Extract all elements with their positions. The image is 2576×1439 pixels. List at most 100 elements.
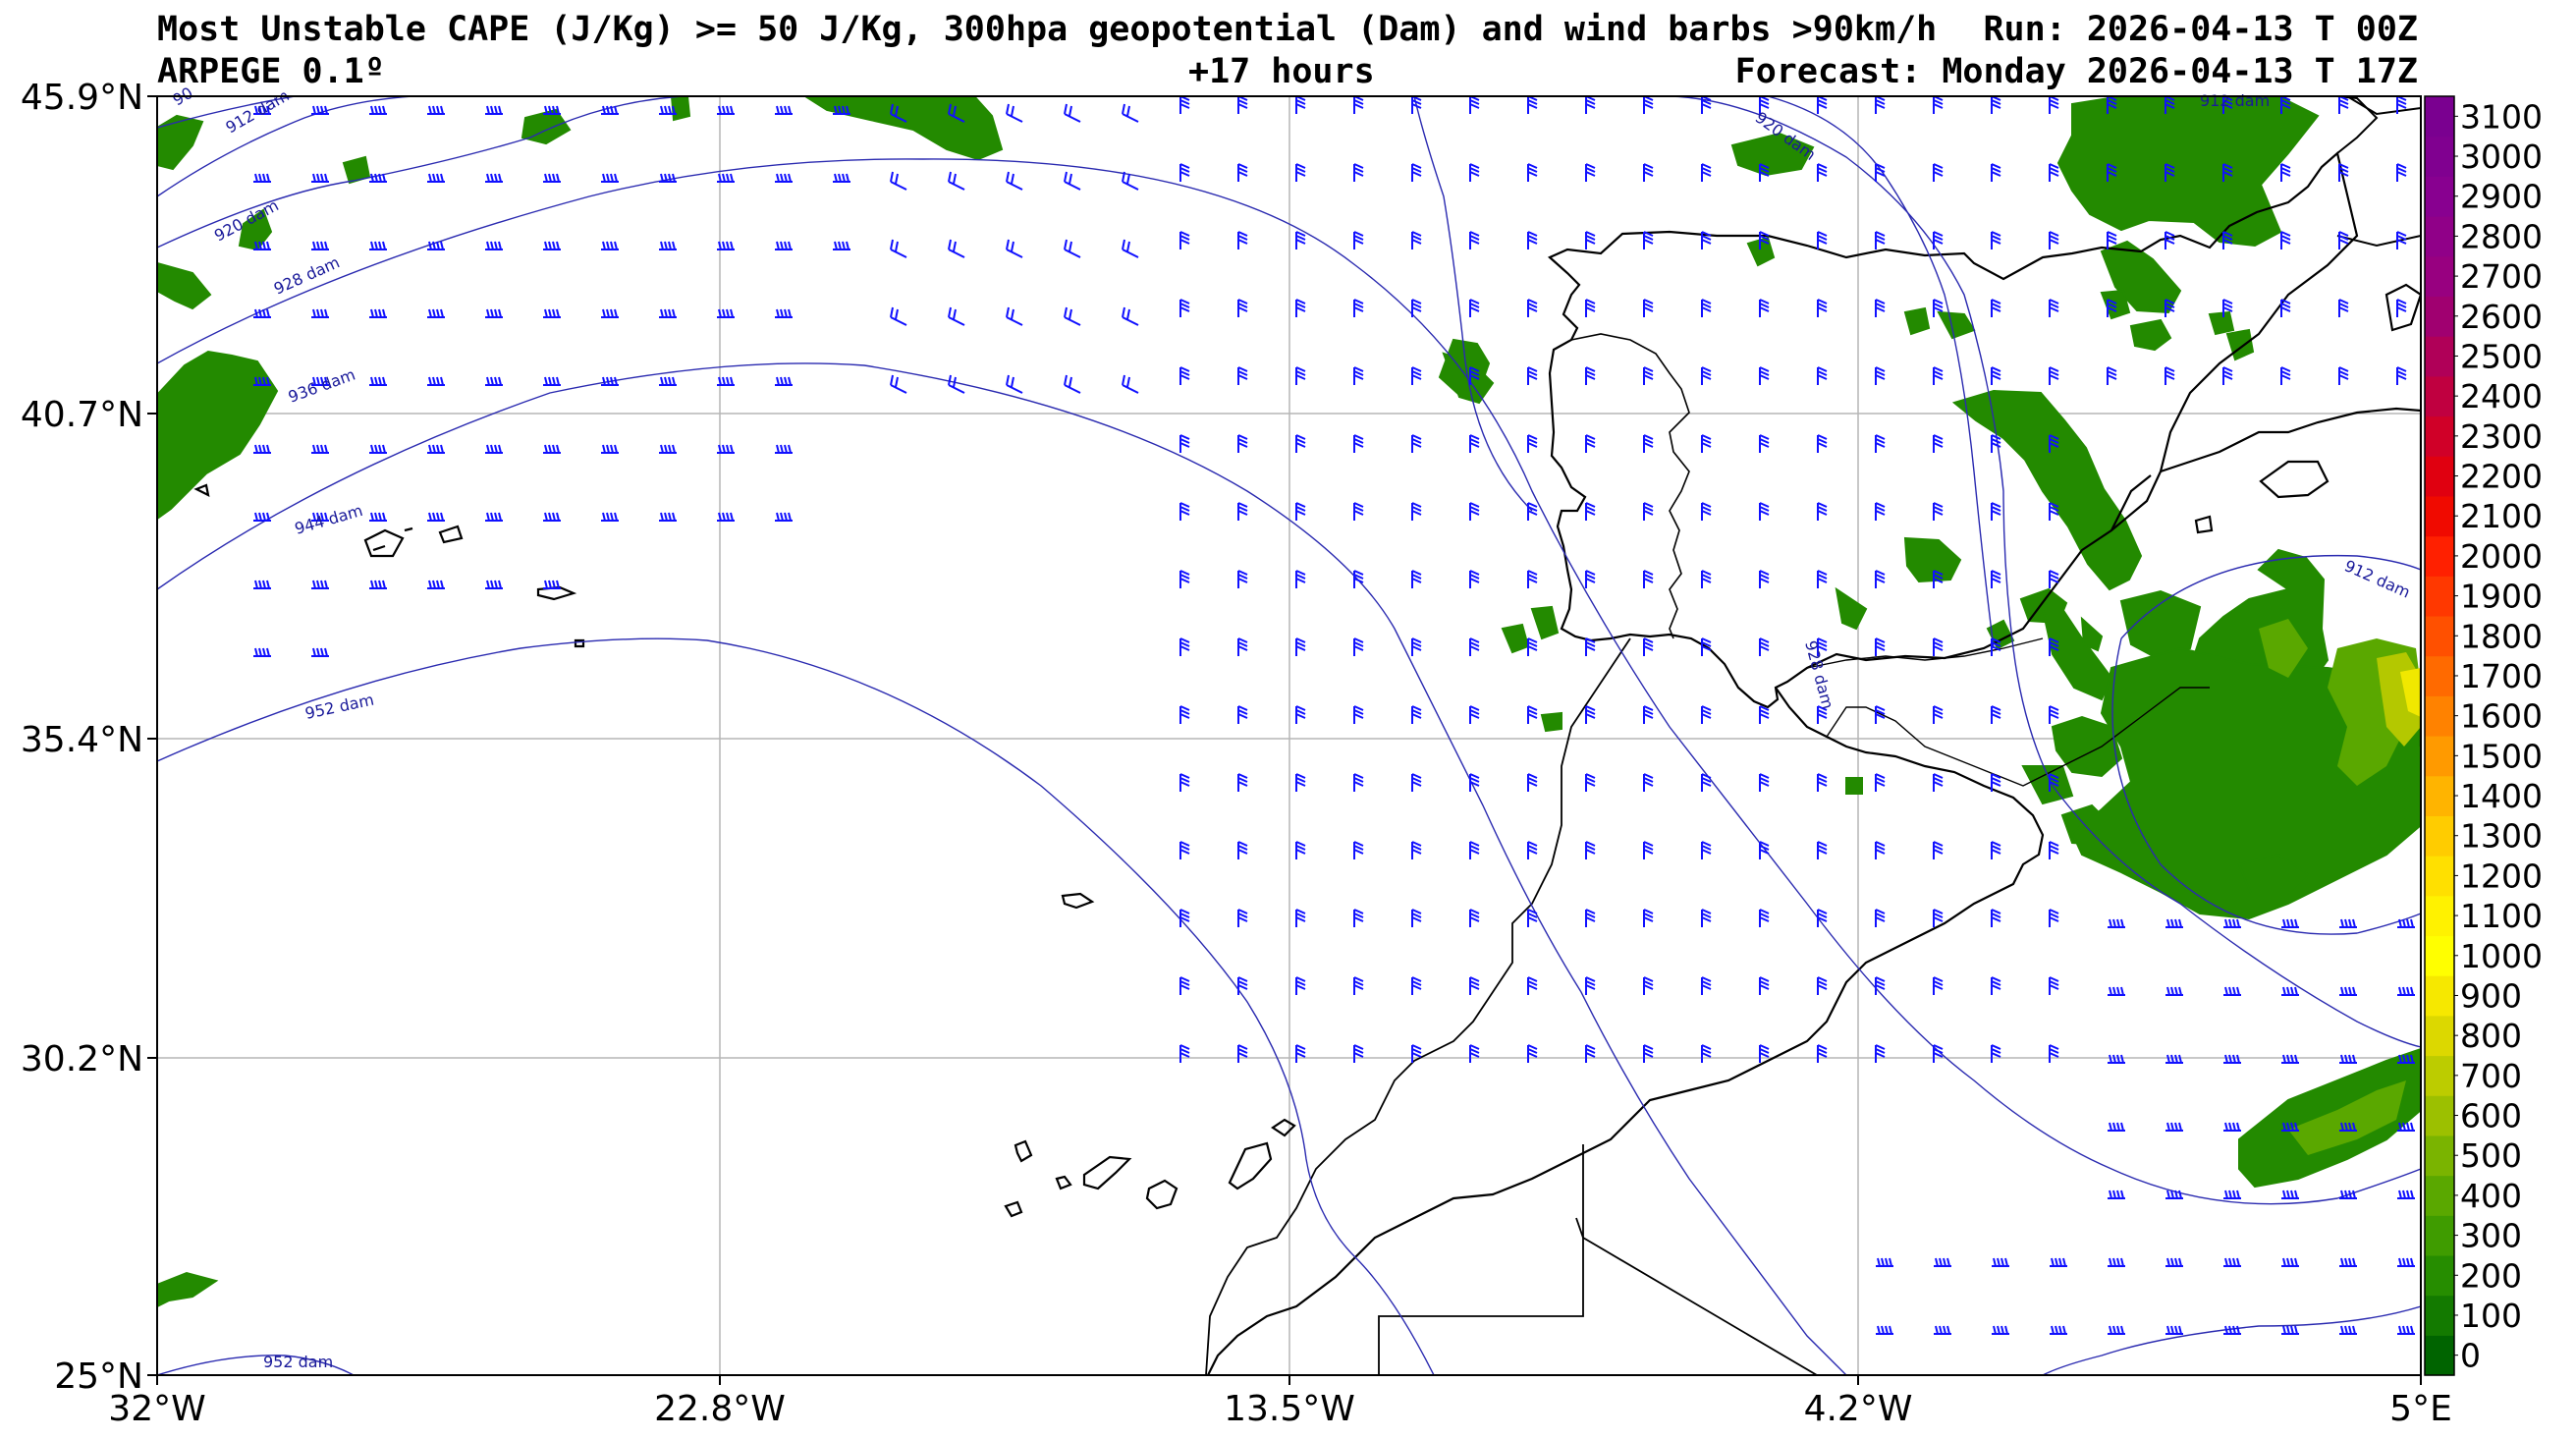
wind-barb <box>253 647 271 657</box>
colorbar-swatch <box>2425 1335 2454 1376</box>
run-time: Run: 2026-04-13 T 00Z <box>1983 10 2418 49</box>
lon-tick-label: 13.5°W <box>1224 1389 1355 1429</box>
wind-barb <box>1933 366 1944 385</box>
wind-barb <box>1876 1325 1893 1335</box>
wind-barb <box>1353 1044 1364 1063</box>
wind-barb <box>485 105 503 115</box>
wind-barb <box>1237 366 1248 385</box>
wind-barb <box>1527 434 1538 453</box>
model-name: ARPEGE 0.1º <box>157 52 385 91</box>
wind-barb <box>2338 163 2349 182</box>
wind-barb <box>890 103 907 123</box>
colorbar-swatch <box>2425 815 2454 857</box>
wind-barb <box>2050 1257 2067 1267</box>
wind-barb <box>1353 96 1364 114</box>
colorbar: 0100200300400500600700800900100011001200… <box>2424 95 2543 1376</box>
wind-barb <box>1469 637 1480 656</box>
wind-barb <box>775 376 793 386</box>
wind-barb <box>1934 1257 1951 1267</box>
wind-barb <box>2108 1190 2125 1199</box>
wind-barb <box>1411 909 1422 927</box>
wind-barb <box>833 241 850 250</box>
wind-barb <box>601 105 619 115</box>
wind-barb <box>1585 570 1596 588</box>
wind-barb <box>1295 231 1306 249</box>
wind-barb <box>2049 231 2059 249</box>
wind-barb <box>1991 909 2001 927</box>
wind-barb <box>1875 1044 1886 1063</box>
wind-barb <box>1411 434 1422 453</box>
wind-barb <box>2396 299 2407 317</box>
wind-barb <box>1064 103 1081 123</box>
colorbar-tick-label: 100 <box>2460 1297 2522 1335</box>
colorbar-swatch <box>2425 1055 2454 1096</box>
geopotential-contours <box>157 96 2421 1375</box>
wind-barb <box>1353 570 1364 588</box>
wind-barb <box>890 306 907 326</box>
wind-barb <box>427 512 445 522</box>
wind-barb <box>1643 570 1654 588</box>
wind-barb <box>1933 163 1944 182</box>
colorbar-tick-label: 2000 <box>2460 537 2543 576</box>
wind-barb <box>253 105 271 115</box>
wind-barb <box>1759 976 1770 995</box>
wind-barb <box>2108 1257 2125 1267</box>
wind-barb <box>1759 96 1770 114</box>
wind-barb <box>1237 502 1248 521</box>
wind-barb <box>1585 434 1596 453</box>
wind-barb <box>1817 773 1828 792</box>
wind-barb <box>1469 434 1480 453</box>
wind-barb <box>2281 1325 2299 1335</box>
wind-barb <box>1411 96 1422 114</box>
wind-barb <box>659 308 677 318</box>
wind-barb <box>2165 231 2175 249</box>
wind-barb <box>2222 96 2233 114</box>
wind-barb <box>1295 637 1306 656</box>
wind-barb <box>1527 299 1538 317</box>
wind-barb <box>485 308 503 318</box>
wind-barb <box>1991 299 2001 317</box>
colorbar-frame <box>2424 95 2455 1376</box>
wind-barb <box>1411 705 1422 724</box>
colorbar-swatch <box>2425 456 2454 497</box>
lat-tick-label: 25°N <box>54 1356 143 1397</box>
wind-barb <box>2222 299 2233 317</box>
colorbar-swatch <box>2425 975 2454 1017</box>
wind-barb <box>1875 909 1886 927</box>
lon-tick-label: 5°E <box>2389 1389 2452 1429</box>
wind-barb <box>1237 705 1248 724</box>
wind-barb <box>485 512 503 522</box>
lon-tick-label: 4.2°W <box>1804 1389 1913 1429</box>
wind-barb <box>1817 570 1828 588</box>
wind-barb <box>1411 773 1422 792</box>
colorbar-swatch <box>2425 1015 2454 1057</box>
wind-barb <box>1411 841 1422 859</box>
colorbar-tick-label: 2800 <box>2460 217 2543 255</box>
wind-barb <box>1411 1044 1422 1063</box>
wind-barb <box>1411 163 1422 182</box>
wind-barb <box>717 308 735 318</box>
wind-barb <box>1875 434 1886 453</box>
lat-tick-label: 35.4°N <box>21 720 143 760</box>
wind-barb <box>1353 434 1364 453</box>
wind-barb <box>717 512 735 522</box>
wind-barb <box>1411 637 1422 656</box>
wind-barb <box>717 376 735 386</box>
wind-barb <box>1179 96 1190 114</box>
colorbar-tick-label: 1200 <box>2460 857 2543 895</box>
colorbar-tick-label: 1900 <box>2460 578 2543 616</box>
wind-barb <box>427 308 445 318</box>
wind-barb <box>2339 1054 2357 1064</box>
colorbar-swatch <box>2425 1175 2454 1216</box>
wind-barb <box>1469 570 1480 588</box>
wind-barb <box>1992 1325 2009 1335</box>
wind-barb <box>2049 1044 2059 1063</box>
wind-barb <box>1469 841 1480 859</box>
wind-barb <box>2049 434 2059 453</box>
wind-barb <box>1817 637 1828 656</box>
colorbar-tick-label: 800 <box>2460 1017 2522 1055</box>
wind-barb <box>1643 637 1654 656</box>
wind-barb <box>2338 96 2349 114</box>
wind-barb <box>1006 239 1023 258</box>
wind-barb <box>659 241 677 250</box>
